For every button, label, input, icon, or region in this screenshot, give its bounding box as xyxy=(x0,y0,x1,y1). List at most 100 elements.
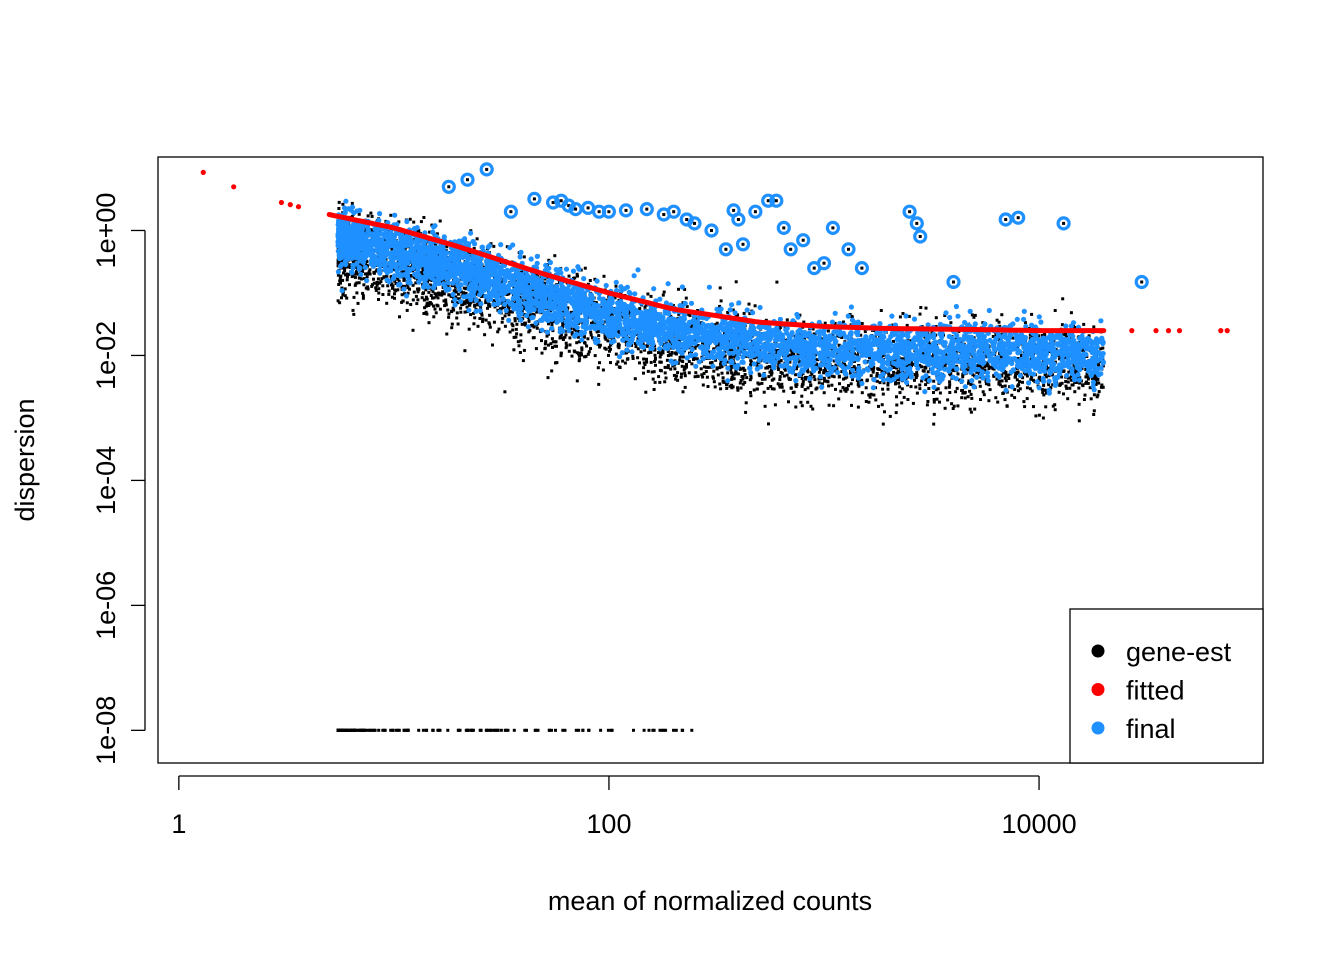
gene-est-point xyxy=(714,358,718,362)
gene-est-point xyxy=(614,284,618,288)
gene-est-point xyxy=(492,299,496,303)
gene-est-point xyxy=(768,370,772,374)
gene-est-point xyxy=(1099,385,1103,389)
gene-est-point xyxy=(389,728,393,732)
gene-est-point xyxy=(382,275,386,279)
final-point xyxy=(870,385,877,391)
gene-est-point xyxy=(580,348,584,352)
gene-est-point xyxy=(654,356,657,360)
gene-est-point xyxy=(967,379,971,383)
gene-est-point xyxy=(663,371,667,375)
gene-est-point xyxy=(1017,383,1021,387)
gene-est-point xyxy=(381,293,385,296)
gene-est-point xyxy=(738,381,742,385)
gene-est-point xyxy=(741,382,745,386)
gene-est-point xyxy=(565,344,569,348)
gene-est-point xyxy=(999,355,1003,359)
gene-est-point xyxy=(766,366,770,370)
gene-est-point xyxy=(670,342,674,346)
gene-est-point xyxy=(832,359,836,363)
gene-est-point xyxy=(1022,400,1026,404)
gene-est-point xyxy=(886,387,890,391)
gene-est-point xyxy=(503,390,507,394)
gene-est-point xyxy=(749,374,753,377)
gene-est-point xyxy=(337,200,341,204)
gene-est-point xyxy=(484,318,488,322)
gene-est-point xyxy=(867,393,871,397)
gene-est-point xyxy=(767,422,770,426)
gene-est-point xyxy=(780,385,784,389)
gene-est-point xyxy=(411,328,415,332)
gene-est-point xyxy=(576,274,579,278)
final-point xyxy=(335,269,341,275)
gene-est-point xyxy=(359,270,363,274)
gene-est-point xyxy=(720,365,724,369)
gene-est-point xyxy=(785,373,789,377)
gene-est-point xyxy=(342,271,345,275)
gene-est-point xyxy=(1060,375,1064,379)
gene-est-point xyxy=(389,213,393,217)
gene-est-point xyxy=(969,410,973,414)
gene-est-point xyxy=(934,316,938,320)
gene-est-point xyxy=(856,353,860,357)
gene-est-point xyxy=(932,422,936,426)
gene-est-point xyxy=(370,284,374,288)
gene-est-point xyxy=(472,246,476,250)
gene-est-point xyxy=(463,349,467,353)
gene-est-point xyxy=(864,400,868,403)
gene-est-point xyxy=(702,365,706,369)
gene-est-point xyxy=(424,288,428,292)
gene-est-point xyxy=(839,389,843,393)
gene-est-point xyxy=(956,404,960,408)
gene-est-point xyxy=(352,312,356,316)
gene-est-point xyxy=(368,272,372,276)
gene-est-point xyxy=(430,302,434,306)
gene-est-point xyxy=(412,220,416,224)
gene-est-point xyxy=(674,728,678,732)
gene-est-point xyxy=(699,367,703,371)
gene-est-point xyxy=(723,350,727,354)
gene-est-point xyxy=(610,337,614,341)
final-point xyxy=(523,313,530,319)
gene-est-point xyxy=(522,255,526,259)
gene-est-point xyxy=(453,288,457,292)
gene-est-point xyxy=(658,355,662,359)
gene-est-point xyxy=(523,728,527,732)
gene-est-point xyxy=(951,407,955,410)
gene-est-point xyxy=(577,330,581,333)
gene-est-point xyxy=(402,270,406,274)
gene-est-point xyxy=(644,390,648,394)
gene-est-point xyxy=(1085,372,1089,376)
gene-est-point xyxy=(1094,383,1098,386)
gene-est-point xyxy=(342,264,346,268)
gene-est-point xyxy=(721,376,725,380)
gene-est-point xyxy=(1060,381,1064,385)
gene-est-point xyxy=(503,324,507,328)
gene-est-point xyxy=(457,728,461,732)
gene-est-point xyxy=(736,388,740,392)
gene-est-point xyxy=(541,300,545,304)
gene-est-point xyxy=(425,297,429,301)
gene-est-point xyxy=(400,270,404,273)
gene-est-point xyxy=(621,359,625,363)
gene-est-point xyxy=(823,321,827,325)
gene-est-point xyxy=(730,348,734,352)
gene-est-point xyxy=(515,322,519,326)
gene-est-point xyxy=(680,364,684,368)
gene-est-point xyxy=(776,382,780,386)
gene-est-point xyxy=(1030,312,1034,316)
gene-est-point xyxy=(411,283,415,287)
gene-est-point xyxy=(1011,336,1015,340)
gene-est-point xyxy=(943,406,947,410)
gene-est-point xyxy=(753,356,756,360)
gene-est-point xyxy=(987,367,991,371)
final-point xyxy=(761,372,767,378)
gene-est-point xyxy=(424,304,428,308)
gene-est-point xyxy=(826,356,830,360)
gene-est-point xyxy=(1034,414,1038,418)
gene-est-point xyxy=(406,291,410,295)
final-point xyxy=(539,327,545,333)
gene-est-point xyxy=(646,369,650,373)
gene-est-point xyxy=(909,385,913,389)
gene-est-point xyxy=(892,339,895,343)
